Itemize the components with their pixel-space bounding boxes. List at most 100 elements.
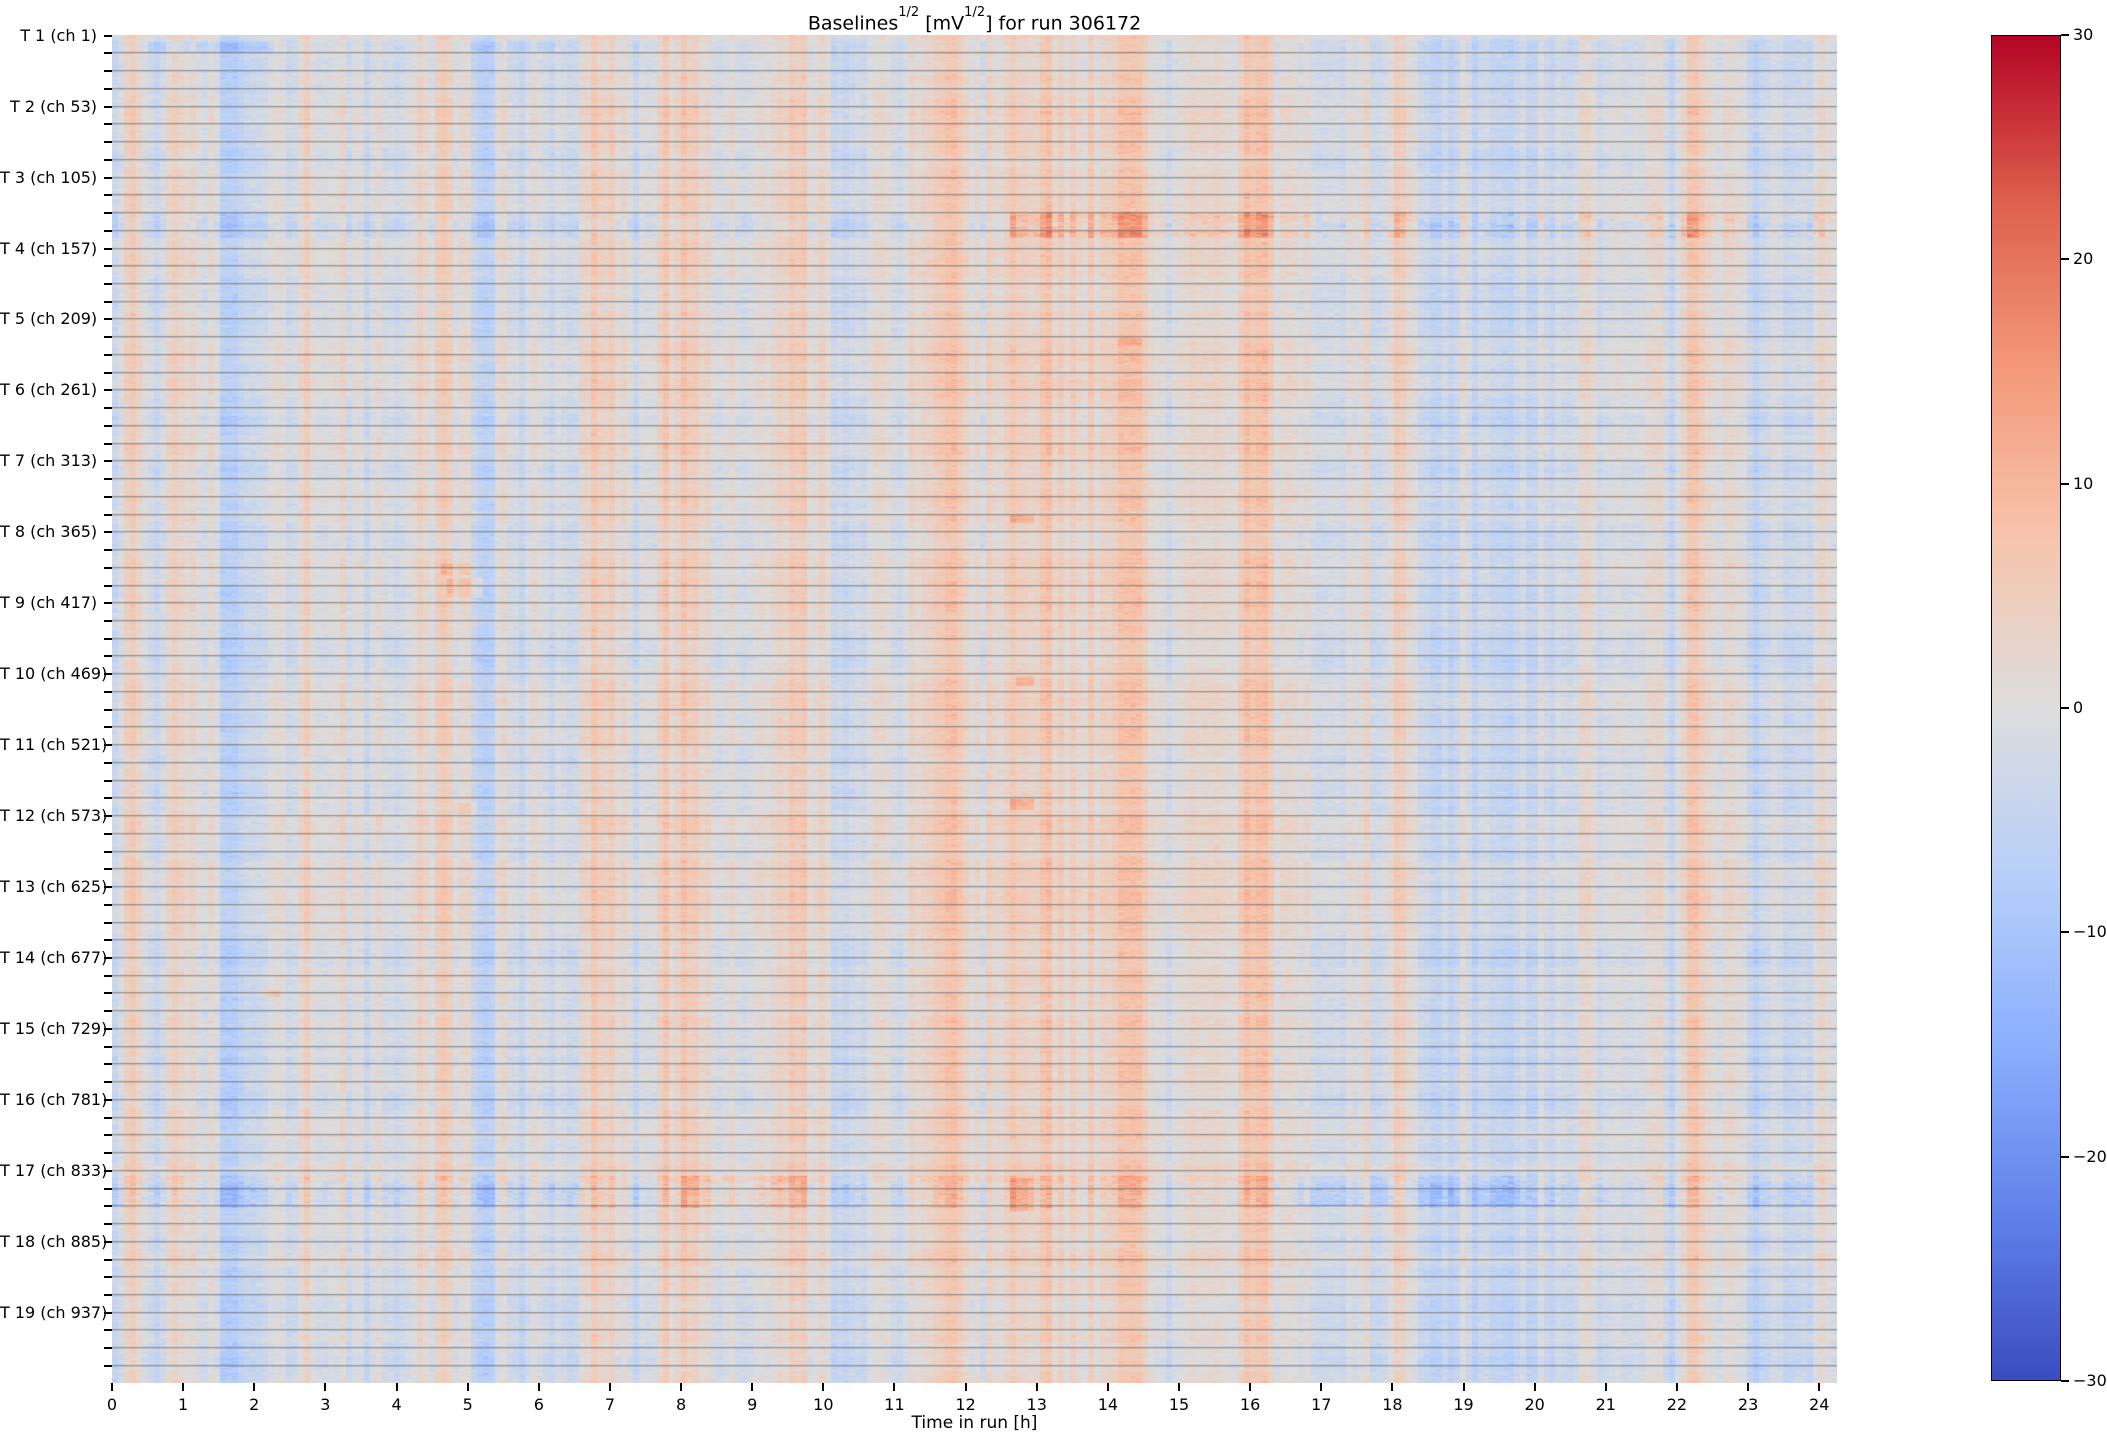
y-tick xyxy=(104,779,112,782)
x-tick xyxy=(1320,1383,1323,1391)
x-tick-label: 11 xyxy=(884,1395,905,1414)
x-tick-label: 8 xyxy=(675,1395,687,1414)
x-tick xyxy=(608,1383,611,1391)
y-tick-label: T 13 (ch 625) xyxy=(0,877,108,897)
colorbar-tick-label: −20 xyxy=(2073,1146,2107,1166)
x-tick xyxy=(253,1383,256,1391)
x-tick xyxy=(1178,1383,1180,1391)
y-tick xyxy=(104,1205,112,1208)
x-tick-label: 21 xyxy=(1595,1395,1616,1414)
x-tick-label: 0 xyxy=(106,1395,118,1414)
x-tick-label: 9 xyxy=(747,1395,758,1414)
colorbar-tick-label: −30 xyxy=(2073,1371,2107,1390)
y-tick-label: T 19 (ch 937) xyxy=(0,1302,108,1322)
colorbar-tick-label: 20 xyxy=(2073,249,2094,269)
x-tick xyxy=(466,1383,469,1391)
y-tick xyxy=(104,619,112,622)
y-tick xyxy=(104,850,112,853)
y-tick xyxy=(104,194,112,197)
y-tick xyxy=(104,1329,112,1332)
colorbar xyxy=(1991,35,2061,1381)
y-tick-label: T 12 (ch 573) xyxy=(0,806,108,826)
y-tick xyxy=(104,549,112,552)
y-tick xyxy=(104,212,112,215)
y-tick xyxy=(104,1311,112,1314)
y-tick xyxy=(104,956,112,959)
x-tick xyxy=(1106,1383,1109,1391)
y-tick-label: T 4 (ch 157) xyxy=(0,238,98,258)
x-tick-label: 4 xyxy=(391,1395,402,1414)
y-tick xyxy=(104,158,112,161)
y-tick xyxy=(104,602,112,605)
y-tick xyxy=(104,1134,112,1137)
y-tick xyxy=(104,797,112,800)
x-tick xyxy=(1249,1383,1252,1391)
x-tick xyxy=(1533,1383,1536,1391)
y-tick xyxy=(104,424,112,427)
y-tick xyxy=(104,832,112,835)
y-tick-label: T 7 (ch 313) xyxy=(0,451,98,471)
y-tick xyxy=(104,282,112,285)
y-tick xyxy=(104,353,112,356)
heatmap-canvas xyxy=(112,35,1837,1383)
y-tick-label: T 2 (ch 53) xyxy=(10,96,97,116)
x-tick-label: 24 xyxy=(1809,1395,1830,1414)
x-tick-label: 20 xyxy=(1524,1395,1545,1414)
y-tick xyxy=(104,1152,112,1155)
y-tick-label: T 1 (ch 1) xyxy=(20,25,97,45)
x-tick-label: 19 xyxy=(1453,1395,1474,1414)
y-tick xyxy=(104,513,112,516)
x-tick-label: 17 xyxy=(1311,1395,1332,1414)
y-tick xyxy=(104,87,112,90)
x-tick xyxy=(324,1383,327,1391)
y-tick xyxy=(104,407,112,410)
x-tick xyxy=(111,1383,113,1391)
title-unit: [mV xyxy=(919,12,965,35)
x-tick-label: 1 xyxy=(178,1395,189,1414)
y-tick-label: T 6 (ch 261) xyxy=(0,380,98,400)
x-tick-label: 18 xyxy=(1382,1395,1403,1414)
y-tick xyxy=(104,1169,112,1172)
y-tick xyxy=(104,726,112,729)
y-tick xyxy=(104,495,112,498)
title-run: ] for run 306172 xyxy=(985,12,1142,35)
y-tick xyxy=(104,1081,112,1084)
x-axis-title: Time in run [h] xyxy=(911,1413,1038,1433)
colorbar-tick xyxy=(2061,1155,2069,1158)
y-tick xyxy=(104,336,112,339)
colorbar-tick xyxy=(2061,707,2069,709)
y-tick xyxy=(104,1276,112,1279)
y-tick-label: T 9 (ch 417) xyxy=(0,593,98,613)
y-tick xyxy=(104,1187,112,1190)
y-tick xyxy=(104,105,112,108)
x-tick-label: 6 xyxy=(533,1395,544,1414)
y-tick-label: T 16 (ch 781) xyxy=(0,1089,108,1109)
colorbar-tick xyxy=(2061,34,2069,36)
colorbar-tick xyxy=(2061,1380,2069,1382)
x-tick xyxy=(1462,1383,1465,1391)
x-tick xyxy=(537,1383,540,1391)
y-tick xyxy=(104,1045,112,1048)
y-tick xyxy=(104,1223,112,1226)
y-tick xyxy=(104,1347,112,1350)
y-tick-label: T 15 (ch 729) xyxy=(0,1018,108,1038)
y-tick xyxy=(104,673,112,676)
y-tick xyxy=(104,229,112,232)
x-tick xyxy=(182,1383,185,1391)
y-tick xyxy=(104,1010,112,1013)
y-tick xyxy=(104,300,112,303)
colorbar-tick-label: −10 xyxy=(2073,922,2107,942)
title-exponent: 1/2 xyxy=(898,5,920,20)
colorbar-tick-label: 0 xyxy=(2073,698,2084,717)
x-tick xyxy=(964,1383,967,1391)
chart-title: Baselines1/2 [mV1/2] for run 306172 xyxy=(112,5,1837,35)
y-tick xyxy=(104,708,112,711)
title-text: Baselines xyxy=(807,12,899,35)
y-tick xyxy=(104,939,112,942)
x-tick-label: 5 xyxy=(462,1395,473,1414)
y-tick xyxy=(104,815,112,818)
colorbar-tick xyxy=(2061,482,2069,485)
y-tick xyxy=(104,974,112,977)
colorbar-tick xyxy=(2061,258,2069,261)
